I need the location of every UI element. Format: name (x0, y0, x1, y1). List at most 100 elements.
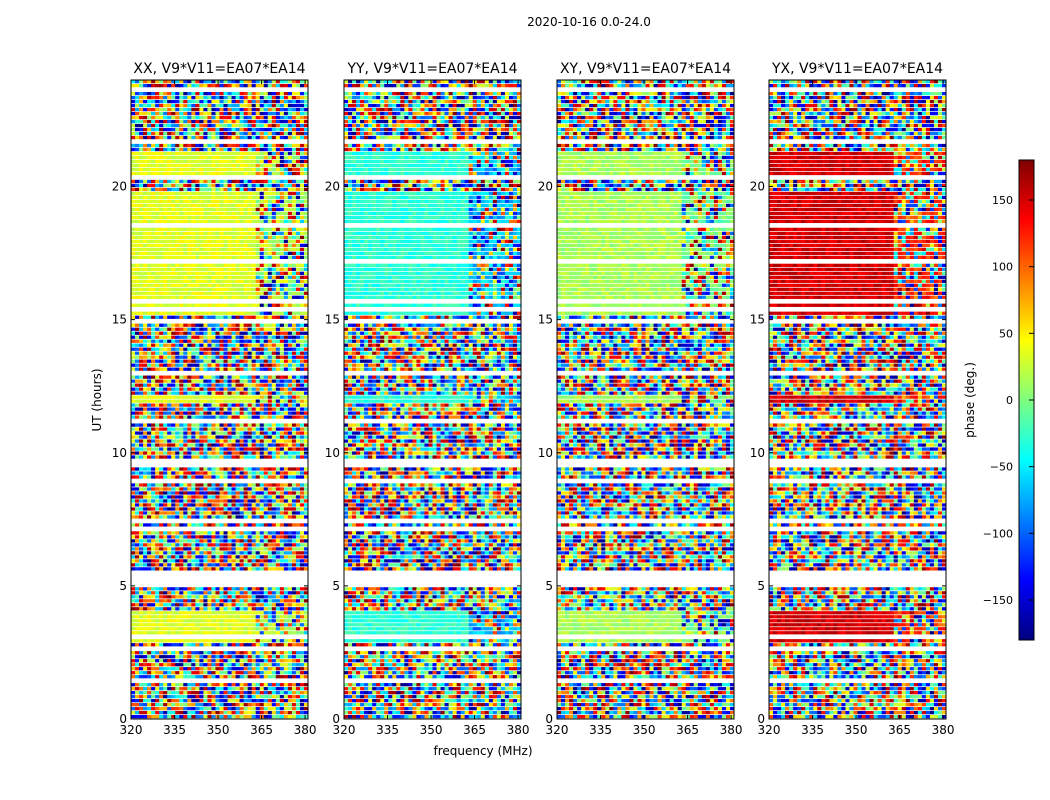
phase-cell (135, 219, 140, 224)
phase-cell (163, 339, 168, 343)
phase-cell (255, 639, 261, 643)
phase-cell (143, 283, 148, 287)
phase-cell (195, 343, 200, 347)
phase-cell (175, 711, 180, 715)
phase-cell (171, 663, 176, 667)
phase-cell (131, 643, 136, 647)
phase-cell (147, 611, 152, 615)
phase-cell (287, 199, 293, 204)
phase-cell (175, 631, 180, 635)
phase-cell (279, 567, 285, 571)
phase-cell (283, 311, 289, 315)
phase-cell (135, 383, 140, 387)
phase-cell (283, 227, 289, 232)
phase-cell (267, 711, 273, 715)
phase-cell (267, 439, 273, 443)
phase-cell (147, 643, 152, 647)
phase-cell (227, 539, 232, 543)
phase-cell (203, 515, 208, 519)
phase-cell (231, 203, 236, 208)
phase-cell (275, 327, 281, 331)
phase-cell (247, 207, 253, 212)
phase-cell (267, 283, 273, 287)
phase-cell (155, 363, 160, 367)
phase-cell (259, 543, 265, 547)
phase-cell (159, 515, 164, 519)
phase-cell (223, 395, 228, 399)
phase-cell (231, 591, 236, 595)
phase-cell (259, 255, 265, 259)
phase-cell (147, 279, 152, 283)
phase-cell (211, 247, 216, 252)
phase-cell (275, 651, 281, 655)
phase-cell (279, 239, 285, 244)
phase-cell (159, 591, 164, 595)
phase-cell (231, 207, 236, 212)
phase-cell (159, 667, 164, 671)
phase-cell (247, 283, 253, 287)
phase-cell (131, 367, 136, 371)
phase-cell (139, 403, 144, 407)
phase-cell (187, 627, 192, 631)
phase-cell (223, 263, 228, 267)
phase-cell (203, 499, 208, 503)
phase-cell (183, 355, 188, 359)
phase-cell (223, 447, 228, 451)
phase-cell (183, 691, 188, 695)
phase-cell (279, 515, 285, 519)
phase-cell (131, 239, 136, 244)
phase-cell (199, 323, 204, 327)
phase-cell (279, 243, 285, 248)
phase-cell (175, 543, 180, 547)
phase-cell (135, 659, 140, 663)
phase-cell (171, 515, 176, 519)
phase-cell (287, 439, 293, 443)
phase-cell (203, 211, 208, 216)
phase-cell (295, 231, 301, 236)
phase-cell (279, 219, 285, 224)
phase-cell (147, 699, 152, 703)
phase-cell (147, 623, 152, 627)
phase-cell (243, 607, 249, 611)
phase-cell (235, 555, 241, 559)
phase-cell (211, 599, 216, 603)
phase-cell (247, 707, 253, 711)
phase-cell (155, 455, 160, 459)
phase-cell (159, 191, 164, 196)
phase-cell (159, 331, 164, 335)
phase-cell (271, 295, 277, 299)
phase-cell (275, 531, 281, 535)
phase-cell (203, 399, 208, 403)
phase-cell (231, 279, 236, 283)
phase-cell (199, 415, 204, 419)
phase-cell (179, 239, 184, 244)
phase-cell (255, 375, 261, 379)
phase-cell (135, 187, 140, 192)
phase-cell (223, 663, 228, 667)
phase-cell (207, 611, 212, 615)
phase-cell (179, 375, 184, 379)
phase-cell (239, 651, 245, 655)
phase-cell (211, 219, 216, 224)
phase-cell (147, 507, 152, 511)
phase-cell (199, 651, 204, 655)
phase-cell (139, 603, 144, 607)
phase-cell (215, 707, 220, 711)
phase-cell (155, 327, 160, 331)
phase-cell (199, 595, 204, 599)
phase-cell (171, 559, 176, 563)
phase-cell (187, 715, 192, 719)
phase-cell (223, 711, 228, 715)
phase-cell (283, 699, 289, 703)
phase-cell (183, 543, 188, 547)
phase-cell (171, 711, 176, 715)
phase-cell (231, 443, 236, 447)
phase-cell (267, 411, 273, 415)
phase-cell (147, 191, 152, 196)
phase-cell (187, 331, 192, 335)
phase-cell (259, 339, 265, 343)
phase-cell (139, 451, 144, 455)
phase-cell (135, 247, 140, 252)
phase-cell (191, 231, 196, 236)
phase-cell (207, 323, 212, 327)
